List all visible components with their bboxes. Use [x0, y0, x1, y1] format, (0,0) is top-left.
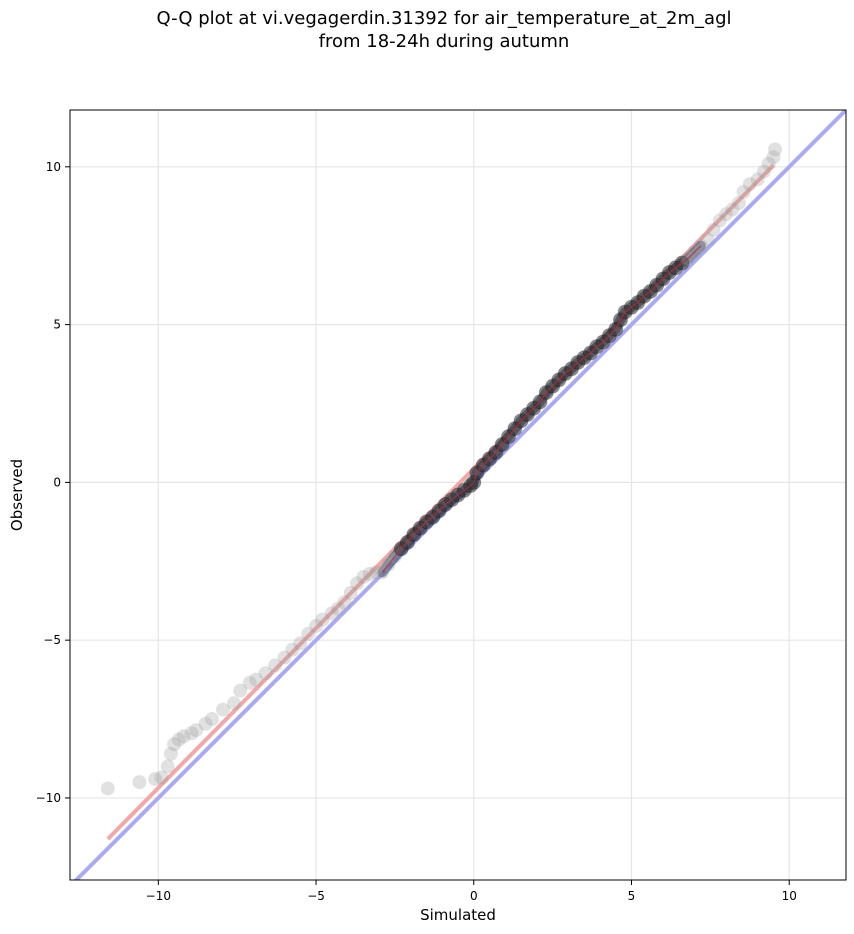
- quantile-point-92: [731, 196, 746, 211]
- quantile-point-21: [285, 642, 300, 657]
- quantile-point-19: [268, 658, 283, 673]
- quantile-point-96: [756, 164, 771, 179]
- quantile-point-95: [750, 172, 765, 187]
- quantile-point-26: [324, 606, 339, 621]
- quantile-point-17: [249, 672, 264, 687]
- quantile-point-13: [215, 702, 230, 717]
- quantile-point-31: [356, 570, 371, 585]
- quantile-point-25: [315, 612, 330, 627]
- quantile-point-5: [163, 746, 178, 761]
- fit-core-accent: [381, 245, 702, 573]
- quantile-point-28: [337, 595, 352, 610]
- quantile-point-14: [227, 696, 242, 711]
- quantile-point-90: [719, 207, 734, 222]
- quantile-point-93: [736, 185, 751, 200]
- x-axis-label: Simulated: [420, 906, 496, 924]
- x-tick-label-2: 0: [470, 889, 478, 903]
- quantile-point-7: [171, 732, 186, 747]
- x-tick-label-3: 5: [628, 889, 636, 903]
- axis-ticks: −10 −5 0 5 10 −10 −5 0 5 10: [36, 160, 797, 903]
- quantile-point-18: [258, 666, 273, 681]
- y-tick-label-4: 10: [46, 160, 61, 174]
- x-tick-label-4: 10: [782, 889, 797, 903]
- quantile-point-99: [768, 142, 783, 157]
- quantile-point-89: [712, 213, 727, 228]
- quantile-point-91: [725, 202, 740, 217]
- quantile-point-33: [368, 565, 383, 580]
- quantile-point-94: [742, 177, 757, 192]
- plot-frame: [69, 109, 847, 881]
- y-axis-label: Observed: [8, 459, 26, 531]
- quantile-point-98: [766, 150, 781, 165]
- quantile-point-32: [362, 566, 377, 581]
- y-tick-label-3: 5: [53, 318, 61, 332]
- quantile-points: [100, 142, 783, 796]
- quantile-point-29: [343, 585, 358, 600]
- y-tick-label-0: −10: [36, 791, 61, 805]
- quantile-point-10: [189, 723, 204, 738]
- quantile-point-88: [706, 222, 721, 237]
- quantile-point-3: [154, 770, 169, 785]
- quantile-point-16: [242, 675, 257, 690]
- quantile-point-12: [204, 712, 219, 727]
- quantile-point-23: [301, 626, 316, 641]
- quantile-point-24: [309, 618, 324, 633]
- quantile-point-4: [160, 759, 175, 774]
- grid-lines: [70, 110, 846, 880]
- quantile-point-1: [132, 775, 147, 790]
- quantile-point-27: [331, 601, 346, 616]
- quantile-point-2: [148, 772, 163, 787]
- quantile-point-11: [198, 716, 213, 731]
- quantile-point-9: [184, 726, 199, 741]
- y-tick-label-2: 0: [53, 475, 61, 489]
- chart-title-line-1: Q-Q plot at vi.vegagerdin.31392 for air_…: [156, 8, 732, 29]
- x-tick-label-0: −10: [146, 889, 171, 903]
- quantile-point-15: [233, 683, 248, 698]
- chart-title-line-2: from 18-24h during autumn: [318, 31, 570, 52]
- quantile-point-20: [277, 650, 292, 665]
- y-tick-label-1: −5: [43, 633, 61, 647]
- quantile-point-87: [700, 232, 715, 247]
- quantile-point-0: [100, 781, 115, 796]
- quantile-point-8: [176, 729, 191, 744]
- quantile-point-97: [761, 156, 776, 171]
- quantile-point-22: [293, 636, 308, 651]
- quantile-point-30: [350, 576, 365, 591]
- quantile-point-6: [167, 737, 182, 752]
- x-tick-label-1: −5: [307, 889, 325, 903]
